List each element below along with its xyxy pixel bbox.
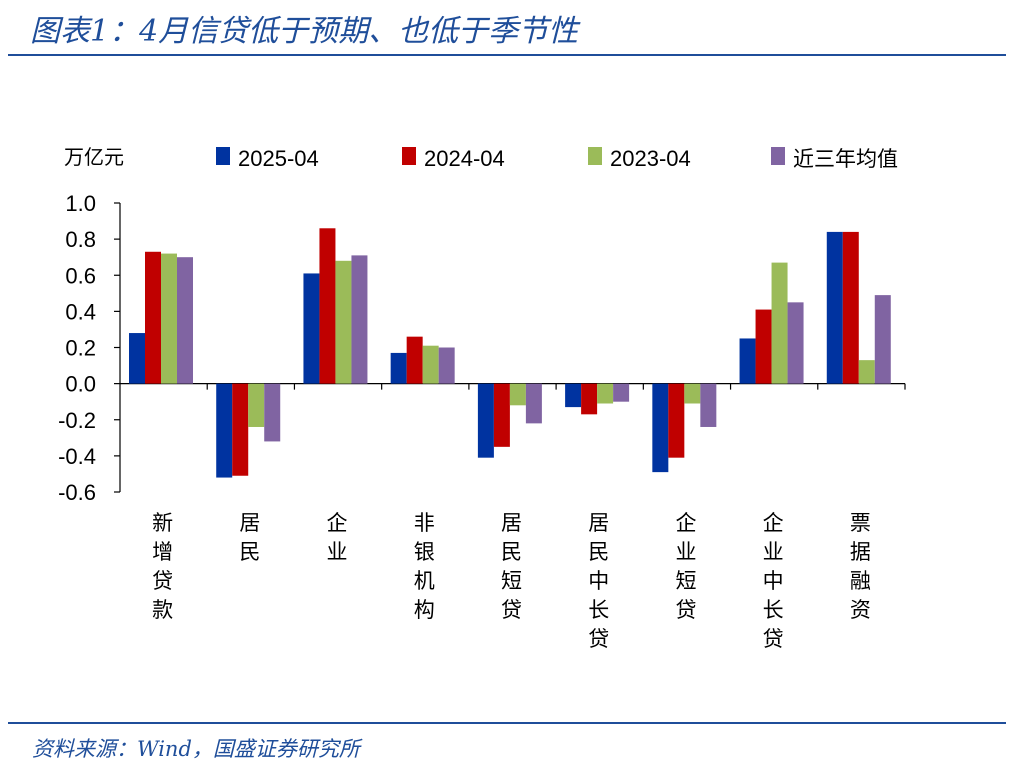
bar	[335, 260, 352, 384]
bar	[129, 333, 145, 384]
bar	[319, 228, 336, 384]
bar	[509, 383, 526, 406]
category-label: 票据融资	[850, 511, 871, 622]
category-label: 企业短贷	[675, 511, 696, 622]
bar	[477, 383, 494, 458]
bar	[525, 383, 542, 424]
chart-title: 图表1：4月信贷低于预期、也低于季节性	[30, 14, 579, 49]
category-label: 新增贷款	[152, 511, 173, 622]
bar	[668, 383, 685, 458]
bar	[700, 383, 717, 427]
legend-label: 2023-04	[610, 146, 691, 171]
bar	[842, 231, 859, 384]
category-label: 企业	[327, 511, 348, 564]
y-tick-label: 1.0	[65, 191, 96, 216]
y-tick-label: -0.2	[58, 408, 96, 433]
legend-swatch	[588, 147, 602, 165]
bar	[161, 253, 177, 384]
bar	[406, 336, 423, 384]
bar	[613, 383, 630, 402]
legend-swatch	[402, 147, 416, 165]
bar-chart: 1.0 0.8 0.6 0.4 0.2 0.0 -0.2 -0.4 -0.6 新增贷款 居民 企业 非银…	[58, 145, 906, 651]
y-tick-label: 0.8	[65, 227, 96, 252]
category-label: 非银机构	[414, 511, 435, 622]
bar	[493, 383, 510, 447]
bar	[684, 383, 701, 404]
legend-swatch	[771, 147, 785, 165]
footer-divider	[8, 722, 1006, 724]
y-tick-label: 0.2	[65, 336, 96, 361]
source-note: 资料来源：Wind，国盛证券研究所	[32, 737, 360, 761]
category-label: 企业中长贷	[763, 511, 784, 651]
title-divider	[8, 54, 1006, 56]
legend-label: 2025-04	[238, 146, 319, 171]
bar	[858, 360, 875, 384]
legend-label: 近三年均值	[793, 147, 898, 171]
bar	[177, 257, 193, 384]
y-tick-label: -0.4	[58, 444, 96, 469]
bar	[874, 295, 891, 384]
bar	[739, 338, 756, 384]
bar	[652, 383, 669, 473]
bar	[232, 383, 249, 476]
category-label: 居民中长贷	[588, 511, 609, 651]
bar	[565, 383, 582, 408]
bar	[787, 302, 804, 384]
bar	[351, 255, 368, 384]
bar	[755, 309, 772, 384]
category-label: 居民	[239, 511, 260, 564]
bar	[145, 251, 161, 384]
bar	[826, 231, 843, 384]
bar	[438, 347, 455, 384]
bar	[303, 273, 320, 384]
bar	[597, 383, 614, 404]
bar	[581, 383, 598, 415]
bar	[771, 262, 788, 384]
category-label: 居民短贷	[501, 511, 522, 622]
legend-label: 2024-04	[424, 146, 505, 171]
bar	[248, 383, 265, 427]
unit-label: 万亿元	[64, 145, 124, 169]
bar	[422, 345, 439, 384]
y-tick-label: 0.4	[65, 299, 96, 324]
y-tick-label: 0.6	[65, 263, 96, 288]
bar	[216, 383, 233, 478]
y-tick-label: -0.6	[58, 480, 96, 505]
y-tick-label: 0.0	[65, 372, 96, 397]
legend-swatch	[216, 147, 230, 165]
bar	[264, 383, 281, 442]
bar	[390, 352, 407, 384]
